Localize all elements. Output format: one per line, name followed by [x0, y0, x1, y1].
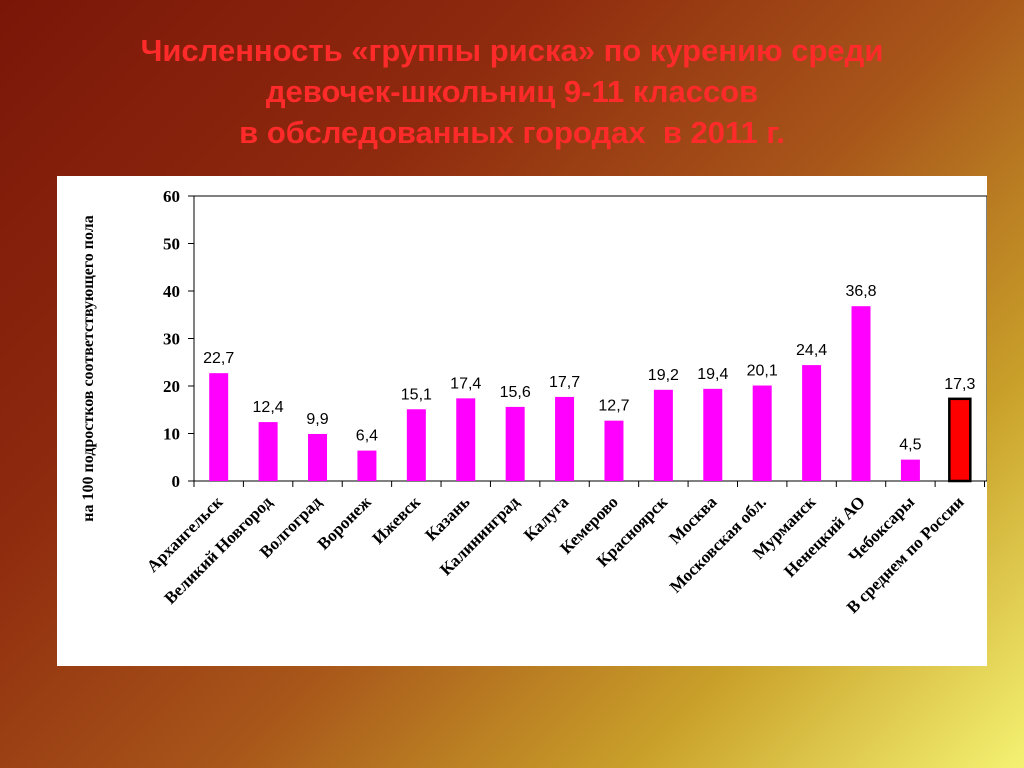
bar-value-label: 4,5 — [899, 437, 921, 454]
slide-title-line-3: в обследованных городах в 2011 г. — [239, 115, 785, 150]
y-axis-title: на 100 подростков соответствующего пола — [80, 215, 97, 521]
bar-value-label: 17,7 — [549, 374, 580, 391]
bar — [604, 420, 624, 481]
y-tick-label: 0 — [172, 472, 181, 491]
y-tick-label: 60 — [163, 187, 180, 206]
bar-value-label: 15,1 — [401, 386, 432, 403]
bar-chart: 0 10 20 30 40 50 60 на 100 подростков соответст… — [80, 187, 987, 617]
bar — [406, 409, 426, 481]
bar-highlight-average — [948, 397, 972, 483]
bar-value-label: 9,9 — [306, 411, 328, 428]
bar-value-label: 17,4 — [450, 375, 481, 392]
bar-value-label: 19,2 — [648, 367, 679, 384]
bar — [802, 365, 822, 481]
slide-title-line-2: девочек-школьниц 9-11 классов — [265, 74, 759, 109]
bar — [209, 373, 229, 481]
bar-value-label: 24,4 — [796, 342, 827, 359]
y-tick-label: 10 — [163, 425, 180, 444]
bar-value-label: 22,7 — [203, 350, 234, 367]
bar-value-label: 17,3 — [944, 376, 975, 393]
bar — [752, 385, 772, 481]
x-category-label: Ижевск — [369, 492, 425, 548]
y-tick-label: 20 — [163, 377, 180, 396]
bar-value-label: 19,4 — [697, 366, 728, 383]
bar — [653, 389, 673, 481]
y-tick-label: 50 — [163, 235, 180, 254]
bar — [555, 396, 575, 481]
bar-value-label: 36,8 — [845, 283, 876, 300]
x-category-label: Воронеж — [314, 492, 376, 554]
bar — [456, 398, 476, 481]
bar — [258, 422, 278, 481]
bar-value-label: 6,4 — [356, 428, 378, 445]
bar — [851, 306, 871, 481]
bar-value-label: 20,1 — [747, 363, 778, 380]
bar — [308, 433, 328, 481]
y-tick-label: 30 — [163, 330, 180, 349]
bar-value-label: 12,7 — [598, 398, 629, 415]
slide-title: Численность «группы риска» по курению ср… — [40, 30, 984, 153]
y-tick-label: 40 — [163, 282, 180, 301]
bar — [703, 388, 723, 481]
chart-panel: 0 10 20 30 40 50 60 на 100 подростков соответст… — [57, 176, 987, 666]
bar-value-label: 15,6 — [500, 384, 531, 401]
bar-value-label: 12,4 — [253, 399, 284, 416]
bar — [900, 459, 920, 481]
slide-title-line-1: Численность «группы риска» по курению ср… — [140, 33, 884, 68]
bar — [505, 406, 525, 481]
bar — [357, 450, 377, 481]
